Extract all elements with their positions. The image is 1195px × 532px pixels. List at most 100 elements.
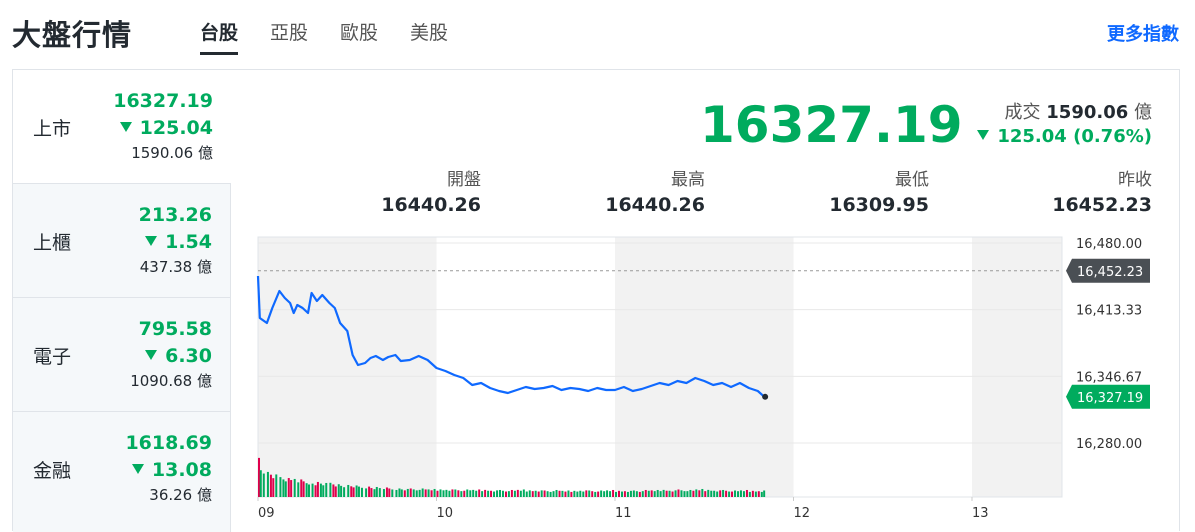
volume-bar (564, 491, 567, 497)
volume-bar (287, 478, 290, 497)
volume-bar (400, 489, 403, 497)
sidebar-item-listed[interactable]: 上市 16327.19 125.04 1590.06 億 (13, 70, 231, 184)
volume-bar (300, 479, 303, 497)
tab-asia[interactable]: 亞股 (270, 22, 309, 44)
sidebar-item-label: 金融 (33, 460, 72, 482)
volume-bar (659, 491, 662, 497)
volume-bar (395, 489, 398, 497)
volume-bar (370, 488, 373, 497)
volume-bar (582, 491, 585, 497)
volume-bar (325, 482, 328, 497)
volume-bar (433, 488, 436, 497)
down-arrow-icon (977, 130, 990, 140)
volume-bar (290, 480, 293, 497)
sidebar-item-change-row: 1.54 (139, 229, 212, 256)
volume-bar (644, 489, 647, 497)
volume-bar (558, 490, 561, 497)
hour-band (258, 237, 437, 497)
volume-bar (478, 489, 481, 497)
volume-bar (549, 491, 552, 497)
volume-bar (623, 491, 626, 497)
volume-bar (653, 491, 656, 497)
volume-bar (262, 473, 265, 497)
trade-volume-value: 1590.06 (1046, 102, 1129, 123)
volume-bar (460, 491, 463, 497)
sidebar-item-otc[interactable]: 上櫃 213.26 1.54 437.38 億 (13, 184, 231, 298)
volume-bar (466, 489, 469, 497)
volume-bar (373, 489, 376, 497)
volume-bar (594, 491, 597, 497)
volume-bar (516, 489, 519, 497)
tab-europe[interactable]: 歐股 (340, 22, 379, 44)
down-arrow-icon (145, 349, 158, 360)
volume-bar (701, 488, 704, 497)
stat-value: 16440.26 (381, 194, 481, 216)
sidebar-item-electronics[interactable]: 電子 795.58 6.30 1090.68 億 (13, 298, 231, 412)
sidebar-item-label: 上櫃 (33, 232, 72, 254)
volume-bar (293, 478, 296, 497)
sidebar-item-change: 6.30 (165, 345, 212, 367)
y-tick-label: 16,346.67 (1076, 370, 1142, 385)
volume-bar (650, 490, 653, 497)
volume-bar (555, 489, 558, 497)
trade-volume: 成交 1590.06 億 (1005, 98, 1152, 124)
volume-bar (357, 486, 360, 497)
volume-bar (457, 490, 460, 497)
volume-bar (635, 491, 638, 497)
volume-bar (350, 486, 353, 497)
sidebar-item-change-row: 6.30 (130, 343, 212, 370)
volume-bar (375, 486, 378, 497)
current-price: 16327.19 (700, 96, 963, 154)
more-indices-link[interactable]: 更多指數 (1107, 24, 1179, 45)
volume-bar (305, 483, 308, 497)
volume-bar (403, 490, 406, 497)
volume-bar (314, 485, 317, 497)
volume-bar (609, 491, 612, 497)
volume-bar (737, 491, 740, 497)
volume-bar (451, 489, 454, 497)
volume-bar (739, 490, 742, 497)
stat-label: 昨收 (1118, 170, 1152, 190)
header: 大盤行情 台股 亞股 歐股 美股 更多指數 (0, 0, 1195, 66)
volume-bar (472, 489, 475, 497)
volume-bar (641, 491, 644, 497)
y-tick-label: 16,480.00 (1076, 237, 1142, 252)
volume-bar (585, 490, 588, 497)
volume-bar (382, 489, 385, 497)
stat-low: 最低 16309.95 (829, 168, 929, 218)
volume-bar (498, 489, 501, 497)
volume-bar (603, 491, 606, 497)
sidebar-item-finance[interactable]: 金融 1618.69 13.08 36.26 億 (13, 412, 231, 532)
tab-taiwan[interactable]: 台股 (200, 18, 239, 55)
volume-bar (343, 487, 346, 497)
volume-bar (307, 484, 310, 497)
volume-bar (463, 490, 466, 497)
volume-bar (745, 489, 748, 497)
volume-bar (430, 490, 433, 497)
stat-high: 最高 16440.26 (605, 168, 705, 218)
volume-bar (391, 489, 394, 497)
stat-value: 16440.26 (605, 194, 705, 216)
sidebar-item-change-row: 13.08 (125, 457, 212, 484)
sidebar-item-volume: 1590.06 億 (131, 144, 213, 162)
volume-bar (576, 491, 579, 497)
x-tick-label: 12 (794, 506, 811, 521)
volume-bar (615, 491, 617, 497)
volume-bar (284, 481, 287, 497)
volume-bar (469, 490, 472, 497)
volume-bar (725, 490, 728, 497)
volume-bar (528, 490, 531, 497)
volume-bar (695, 489, 698, 497)
sidebar-item-volume: 437.38 億 (139, 258, 212, 276)
stat-label: 開盤 (447, 170, 481, 190)
volume-bar (282, 479, 285, 497)
sidebar-item-values: 1618.69 13.08 36.26 億 (125, 430, 212, 506)
volume-bar (692, 490, 695, 497)
sidebar-item-price: 213.26 (138, 204, 212, 226)
tab-us[interactable]: 美股 (410, 22, 449, 44)
volume-bar (510, 489, 513, 497)
volume-bar (334, 486, 337, 497)
volume-bar (481, 491, 484, 497)
stat-open: 開盤 16440.26 (381, 168, 481, 218)
